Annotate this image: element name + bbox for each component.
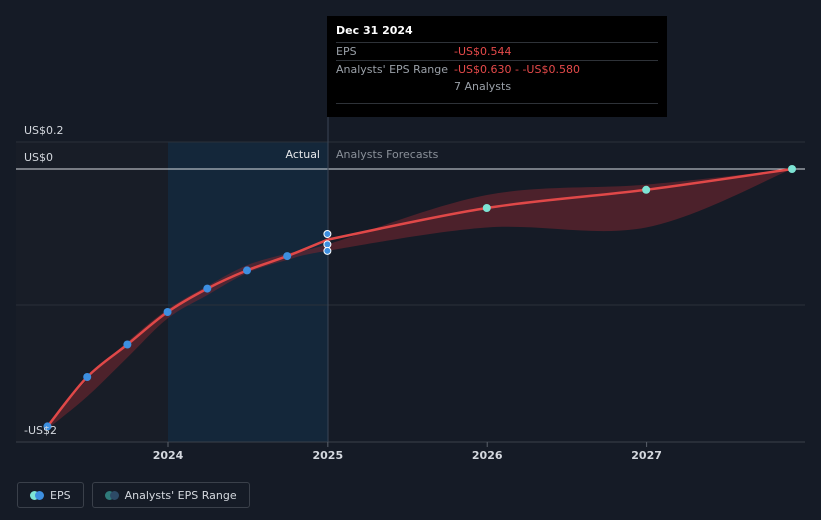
eps-tooltip: Dec 31 2024 EPS -US$0.544 Analysts' EPS … <box>327 16 667 117</box>
x-ticks: 2024 2025 2026 2027 <box>153 442 662 462</box>
legend-eps[interactable]: EPS <box>17 482 84 508</box>
tooltip-eps-row: EPS -US$0.544 <box>336 42 658 60</box>
tooltip-range-value: -US$0.630 - -US$0.580 <box>454 63 580 76</box>
actual-label: Actual <box>286 148 320 161</box>
actual-highlight <box>168 142 328 442</box>
tooltip-analysts: 7 Analysts <box>454 80 512 93</box>
tooltip-range-label: Analysts' EPS Range <box>336 63 449 76</box>
eps-forecast-point-0 <box>482 204 491 212</box>
eps-actual-point-3 <box>163 308 172 316</box>
eps-actual-point-4 <box>203 284 212 293</box>
eps-latest-marker-0 <box>323 230 332 238</box>
legend-range[interactable]: Analysts' EPS Range <box>91 482 250 508</box>
eps-actual-point-1 <box>83 373 92 381</box>
legend-range-icon <box>104 490 119 500</box>
y-label-zero: US$0 <box>24 151 53 164</box>
legend-range-label: Analysts' EPS Range <box>124 488 237 502</box>
tooltip-eps-value: -US$0.544 <box>454 45 512 58</box>
chart-legend: EPS Analysts' EPS Range <box>17 482 250 508</box>
y-label-top: US$0.2 <box>24 124 64 137</box>
x-tick-label-2027: 2027 <box>631 449 662 462</box>
eps-actual-point-2 <box>123 340 132 349</box>
eps-forecast-point-1 <box>642 185 651 194</box>
x-tick-label-2025: 2025 <box>313 449 344 462</box>
x-tick-label-2024: 2024 <box>153 449 184 462</box>
legend-eps-icon <box>30 490 44 500</box>
actual-shade <box>16 142 168 442</box>
x-tick-label-2026: 2026 <box>472 449 503 462</box>
forecast-label: Analysts Forecasts <box>336 148 439 161</box>
tooltip-date: Dec 31 2024 <box>336 24 413 37</box>
eps-actual-point-6 <box>283 252 292 261</box>
eps-latest-marker-1 <box>323 240 332 249</box>
tooltip-range-row: Analysts' EPS Range -US$0.630 - -US$0.58… <box>336 60 658 78</box>
tooltip-eps-label: EPS <box>336 45 357 58</box>
eps-points <box>43 165 797 431</box>
tooltip-divider <box>336 103 658 104</box>
legend-eps-label: EPS <box>50 488 71 502</box>
eps-actual-point-0 <box>43 422 52 431</box>
eps-forecast-point-2 <box>788 165 797 173</box>
eps-actual-point-5 <box>243 266 252 275</box>
eps-latest-marker-2 <box>323 246 332 255</box>
eps-forecast-line <box>327 167 793 241</box>
y-label-bottom: -US$2 <box>24 424 57 437</box>
